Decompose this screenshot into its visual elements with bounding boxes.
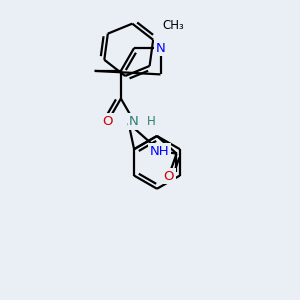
Text: N: N <box>129 115 139 128</box>
Text: O: O <box>103 115 113 128</box>
Text: N: N <box>156 41 165 55</box>
Text: CH₃: CH₃ <box>163 19 184 32</box>
Text: H: H <box>147 115 156 128</box>
Text: O: O <box>164 169 174 183</box>
Text: NH: NH <box>150 145 170 158</box>
